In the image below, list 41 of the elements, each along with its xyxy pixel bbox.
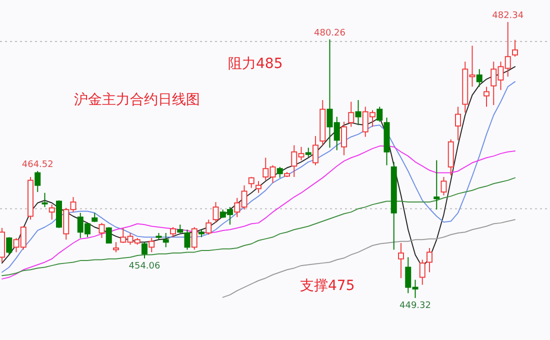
candlestick bbox=[455, 106, 461, 141]
candlestick bbox=[42, 192, 48, 208]
annotation: 449.32 bbox=[400, 301, 431, 311]
candlestick bbox=[348, 101, 354, 128]
candlestick bbox=[305, 147, 312, 158]
candlestick bbox=[484, 86, 490, 108]
candlestick bbox=[341, 121, 347, 156]
candlestick bbox=[184, 229, 190, 250]
text: 沪金主力合约日线图 bbox=[74, 92, 200, 108]
candlestick bbox=[191, 226, 198, 250]
candlestick bbox=[355, 100, 362, 126]
candlestick bbox=[212, 202, 219, 224]
candlestick bbox=[256, 180, 262, 194]
candlestick bbox=[434, 160, 440, 210]
candlestick bbox=[512, 39, 518, 58]
candlestick bbox=[106, 226, 112, 244]
candlestick bbox=[148, 237, 155, 253]
candlestick bbox=[426, 248, 432, 273]
annotation: 454.06 bbox=[128, 261, 161, 272]
annotation: 464.52 bbox=[22, 160, 54, 170]
annotation: 480.26 bbox=[314, 28, 346, 38]
candlestick bbox=[34, 170, 41, 193]
candlestick bbox=[98, 222, 105, 238]
annotation: 支撑475 bbox=[300, 278, 355, 294]
candlestick bbox=[312, 136, 318, 166]
candlestick bbox=[276, 166, 283, 178]
candlestick bbox=[248, 176, 254, 188]
annotation: 482.34 bbox=[492, 11, 524, 21]
candlestick bbox=[113, 242, 119, 253]
candlestick bbox=[142, 242, 148, 259]
candlestick bbox=[440, 176, 447, 196]
candlestick bbox=[6, 236, 12, 256]
candlestick bbox=[206, 219, 212, 236]
candlestick bbox=[419, 259, 426, 286]
candlestick bbox=[48, 204, 55, 220]
annotation: 阻力485 bbox=[228, 56, 283, 72]
candlestick bbox=[376, 106, 383, 122]
candlestick bbox=[476, 68, 482, 88]
candlestick bbox=[162, 232, 169, 248]
candlestick bbox=[170, 226, 176, 238]
candlestick bbox=[398, 242, 404, 279]
